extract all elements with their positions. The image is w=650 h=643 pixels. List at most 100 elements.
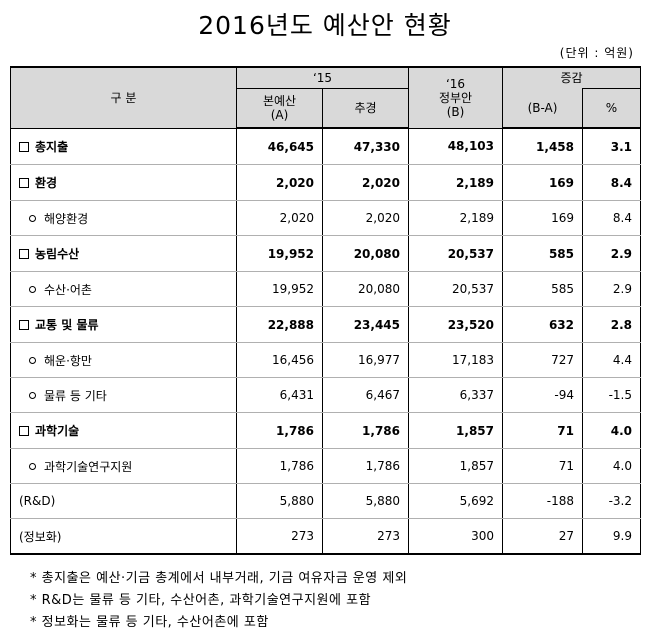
circle-bullet-icon [29, 462, 36, 470]
diff-cell: 632 [502, 306, 583, 343]
gov-budget-cell: 23,520 [408, 306, 503, 343]
row-label: 물류 등 기타 [44, 388, 107, 403]
square-bullet-icon [19, 320, 29, 330]
supp-budget-cell: 23,445 [322, 306, 409, 343]
pct-cell: 4.4 [582, 342, 641, 378]
diff-cell: 169 [502, 164, 583, 201]
row-label-cell: 과학기술연구지원 [10, 448, 237, 484]
header-2016-b: (B) [446, 104, 465, 119]
diff-cell: 71 [502, 412, 583, 449]
row-label: 해양환경 [44, 211, 89, 226]
pct-cell: 8.4 [582, 200, 641, 236]
row-label-cell: 물류 등 기타 [10, 377, 237, 413]
table-row: (정보화) 273 273 300 27 9.9 [10, 518, 641, 555]
diff-cell: -188 [502, 483, 583, 519]
row-label: 농림수산 [35, 247, 80, 261]
diff-cell: 727 [502, 342, 583, 378]
main-budget-cell: 6,431 [236, 377, 323, 413]
main-budget-cell: 22,888 [236, 306, 323, 343]
square-bullet-icon [19, 141, 29, 152]
gov-budget-cell: 6,337 [408, 377, 503, 413]
circle-bullet-icon [29, 391, 36, 399]
pct-cell: 2.9 [582, 271, 641, 307]
gov-budget-cell: 1,857 [408, 412, 503, 449]
pct-cell: 8.4 [582, 164, 641, 201]
diff-cell: 169 [502, 200, 583, 236]
diff-cell: 71 [502, 448, 583, 484]
circle-bullet-icon [29, 356, 36, 364]
row-label-cell: (R&D) [10, 483, 237, 519]
footnote: * 총지출은 예산·기금 총계에서 내부거래, 기금 여유자금 운영 제외 [30, 571, 408, 586]
footnote: * R&D는 물류 등 기타, 수산어촌, 과학기술연구지원에 포함 [30, 593, 372, 608]
header-diff-group: 증감 [502, 66, 641, 89]
header-2015: ‘15 [236, 66, 409, 89]
row-label: (R&D) [19, 494, 56, 508]
row-label: (정보화) [19, 529, 62, 544]
supp-budget-cell: 20,080 [322, 235, 409, 272]
row-label-cell: (정보화) [10, 518, 237, 555]
header-supp-budget: 추경 [322, 88, 409, 129]
main-budget-cell: 2,020 [236, 200, 323, 236]
header-diff-label: 증감 [560, 71, 583, 85]
header-main-budget-label: 본예산 [262, 94, 297, 108]
supp-budget-cell: 16,977 [322, 342, 409, 378]
gov-budget-cell: 5,692 [408, 483, 503, 519]
main-budget-cell: 19,952 [236, 271, 323, 307]
pct-cell: 2.8 [582, 306, 641, 343]
row-label-cell: 과학기술 [10, 412, 237, 449]
header-2016-year: ‘16 [445, 76, 466, 91]
table-row: 과학기술 1,786 1,786 1,857 71 4.0 [10, 412, 641, 449]
main-budget-cell: 46,645 [236, 127, 323, 165]
row-label: 총지출 [35, 139, 69, 154]
supp-budget-cell: 1,786 [322, 412, 409, 449]
gov-budget-cell: 17,183 [408, 342, 503, 378]
row-label: 수산·어촌 [44, 282, 92, 297]
row-label-cell: 수산·어촌 [10, 271, 237, 307]
supp-budget-cell: 5,880 [322, 483, 409, 519]
header-diff-ba: (B-A) [502, 88, 583, 129]
gov-budget-cell: 2,189 [408, 164, 503, 201]
square-bullet-icon [19, 249, 29, 259]
table-row: 해양환경 2,020 2,020 2,189 169 8.4 [10, 200, 641, 236]
row-label: 해운·항만 [44, 353, 92, 368]
circle-bullet-icon [29, 214, 36, 222]
row-label: 과학기술연구지원 [44, 459, 133, 474]
supp-budget-cell: 273 [322, 518, 409, 555]
footnotes: * 총지출은 예산·기금 총계에서 내부거래, 기금 여유자금 운영 제외 * … [30, 568, 407, 634]
diff-cell: 585 [502, 271, 583, 307]
table-row: 물류 등 기타 6,431 6,467 6,337 -94 -1.5 [10, 377, 641, 413]
diff-cell: 1,458 [502, 127, 583, 165]
supp-budget-cell: 1,786 [322, 448, 409, 484]
table-row: 총지출 46,645 47,330 48,103 1,458 3.1 [10, 127, 641, 165]
pct-cell: 9.9 [582, 518, 641, 555]
gov-budget-cell: 48,103 [408, 127, 503, 165]
row-label-cell: 농림수산 [10, 235, 237, 272]
pct-cell: 2.9 [582, 235, 641, 272]
page-title: 2016년도 예산안 현황 [198, 11, 452, 40]
row-label: 과학기술 [35, 424, 80, 438]
row-label-cell: 환경 [10, 164, 237, 201]
square-bullet-icon [19, 426, 29, 436]
main-budget-cell: 19,952 [236, 235, 323, 272]
supp-budget-cell: 47,330 [322, 127, 409, 165]
circle-bullet-icon [29, 285, 36, 293]
header-category: 구 분 [10, 66, 237, 128]
pct-cell: 3.1 [582, 127, 641, 165]
pct-cell: 4.0 [582, 412, 641, 449]
header-pct: % [582, 88, 641, 129]
row-label-cell: 해운·항만 [10, 342, 237, 378]
table-row: (R&D) 5,880 5,880 5,692 -188 -3.2 [10, 483, 641, 519]
diff-cell: -94 [502, 377, 583, 413]
table-row: 해운·항만 16,456 16,977 17,183 727 4.4 [10, 342, 641, 378]
table-row: 수산·어촌 19,952 20,080 20,537 585 2.9 [10, 271, 641, 307]
diff-cell: 585 [502, 235, 583, 272]
row-label-cell: 해양환경 [10, 200, 237, 236]
table-row: 농림수산 19,952 20,080 20,537 585 2.9 [10, 235, 641, 272]
table-row: 교통 및 물류 22,888 23,445 23,520 632 2.8 [10, 306, 641, 343]
gov-budget-cell: 2,189 [408, 200, 503, 236]
header-main-budget-a: (A) [270, 108, 289, 122]
header-2016: ‘16 정부안 (B) [408, 66, 503, 128]
unit-label: (단위 : 억원) [559, 46, 634, 60]
gov-budget-cell: 300 [408, 518, 503, 555]
main-budget-cell: 5,880 [236, 483, 323, 519]
